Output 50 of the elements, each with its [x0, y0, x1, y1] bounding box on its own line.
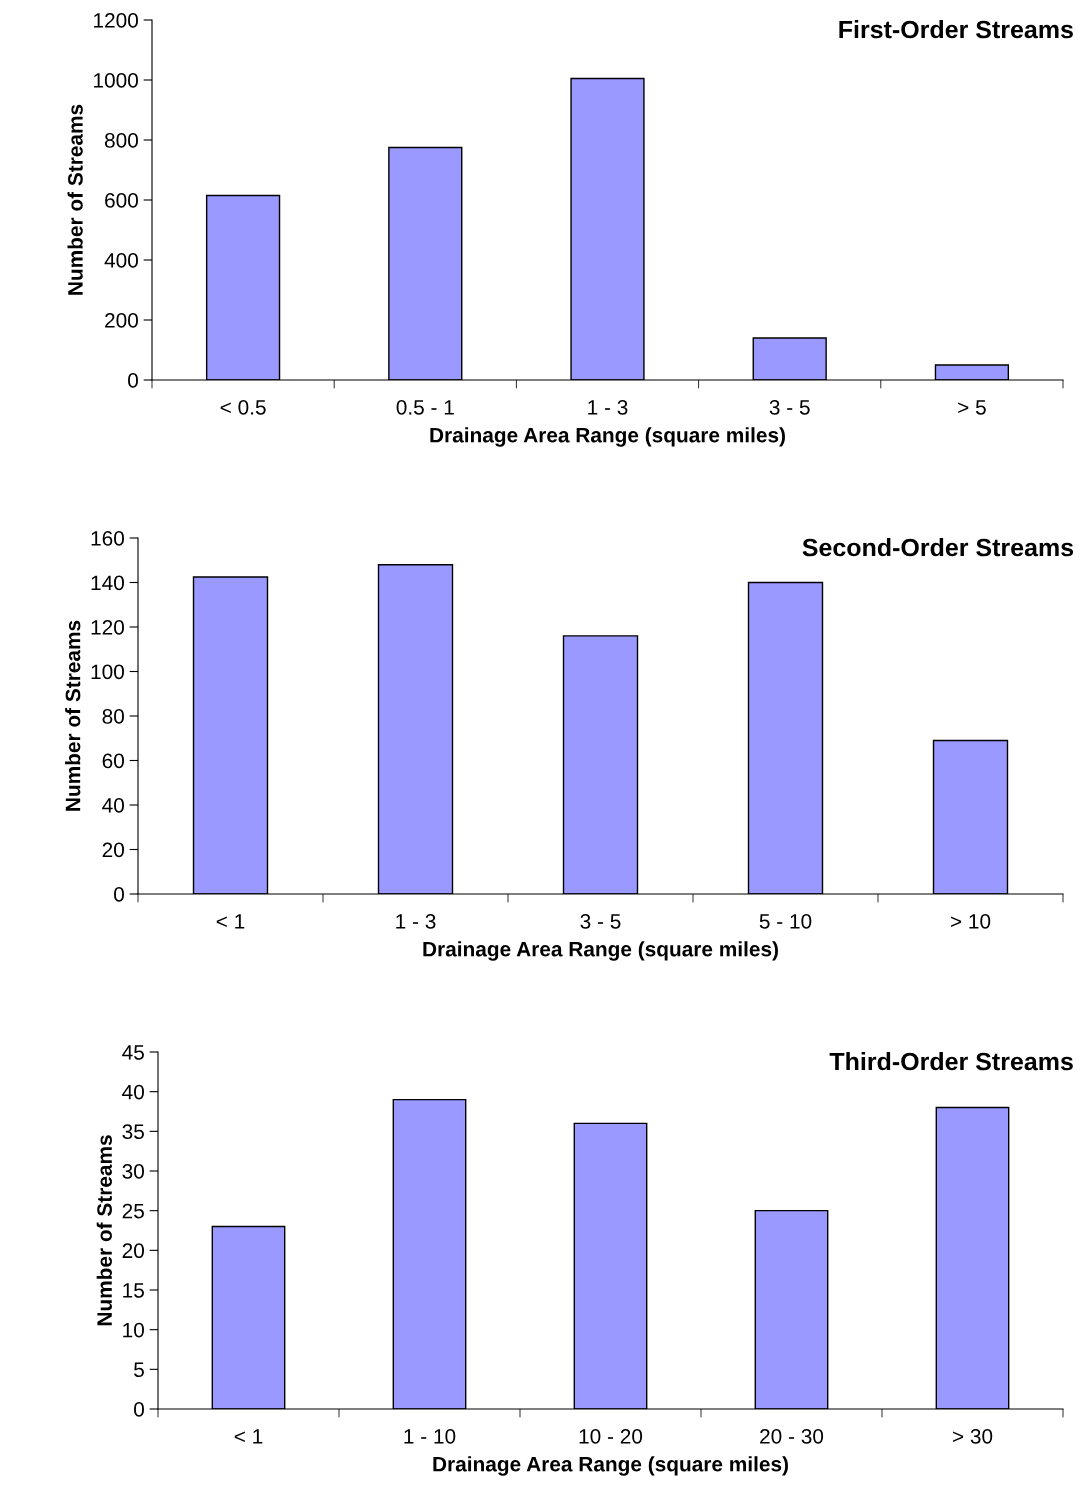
y-tick-label: 120	[91, 620, 124, 635]
chart-title: Third-Order Streams	[829, 1052, 1073, 1071]
y-tick-label: 1200	[94, 13, 138, 28]
x-tick-label: > 5	[958, 400, 986, 415]
x-tick-label: 1 - 3	[396, 913, 436, 929]
x-tick-label: 10 - 20	[579, 1428, 643, 1444]
x-axis-title: Drainage Area Range (square miles)	[430, 427, 785, 447]
y-tick-label: 80	[102, 709, 124, 724]
x-tick-label: 3 - 5	[769, 399, 810, 415]
x-tick-label: 20 - 30	[760, 1428, 824, 1444]
y-tick-label: 0	[134, 1402, 144, 1417]
y-tick-label: 200	[105, 313, 138, 328]
y-tick-label: 60	[102, 753, 124, 769]
y-tick-label: 600	[105, 193, 138, 208]
x-tick-label: < 1	[234, 1429, 263, 1444]
y-axis-title: Number of Streams	[96, 1135, 112, 1326]
y-tick-label: 35	[122, 1124, 144, 1140]
x-tick-label: 5 - 10	[759, 913, 812, 929]
y-tick-label: 1000	[94, 73, 138, 88]
y-tick-label: 160	[91, 531, 124, 546]
y-tick-label: 0	[114, 887, 124, 902]
y-tick-label: 30	[122, 1164, 144, 1179]
x-tick-label: > 30	[952, 1428, 993, 1444]
y-tick-label: 100	[91, 664, 124, 680]
x-tick-label: > 10	[950, 913, 991, 929]
x-tick-label: < 1	[216, 914, 245, 929]
x-tick-label: 1 - 3	[588, 399, 628, 415]
y-tick-label: 40	[102, 798, 124, 813]
y-tick-label: 0	[128, 373, 138, 388]
y-tick-label: 45	[122, 1045, 144, 1060]
y-tick-label: 10	[123, 1322, 144, 1338]
y-tick-label: 400	[104, 253, 138, 268]
y-tick-label: 15	[123, 1283, 144, 1298]
x-tick-label: < 0.5	[220, 399, 266, 415]
x-tick-label: 1 - 10	[404, 1428, 456, 1444]
x-tick-label: 0.5 - 1	[396, 399, 454, 415]
x-tick-label: 3 - 5	[580, 913, 621, 929]
x-axis-title: Drainage Area Range (square miles)	[433, 1456, 788, 1476]
y-tick-label: 40	[122, 1084, 144, 1100]
y-tick-label: 140	[91, 575, 124, 591]
y-tick-label: 5	[134, 1362, 144, 1378]
y-tick-label: 20	[122, 1243, 144, 1259]
chart-title: First-Order Streams	[839, 20, 1073, 39]
y-tick-label: 20	[102, 842, 124, 858]
chart-title: Second-Order Streams	[802, 538, 1074, 557]
y-axis-title: Number of Streams	[65, 620, 81, 811]
y-axis-title: Number of Streams	[67, 104, 83, 295]
y-tick-label: 25	[122, 1203, 144, 1219]
y-tick-label: 800	[104, 133, 138, 148]
x-axis-title: Drainage Area Range (square miles)	[423, 941, 778, 961]
